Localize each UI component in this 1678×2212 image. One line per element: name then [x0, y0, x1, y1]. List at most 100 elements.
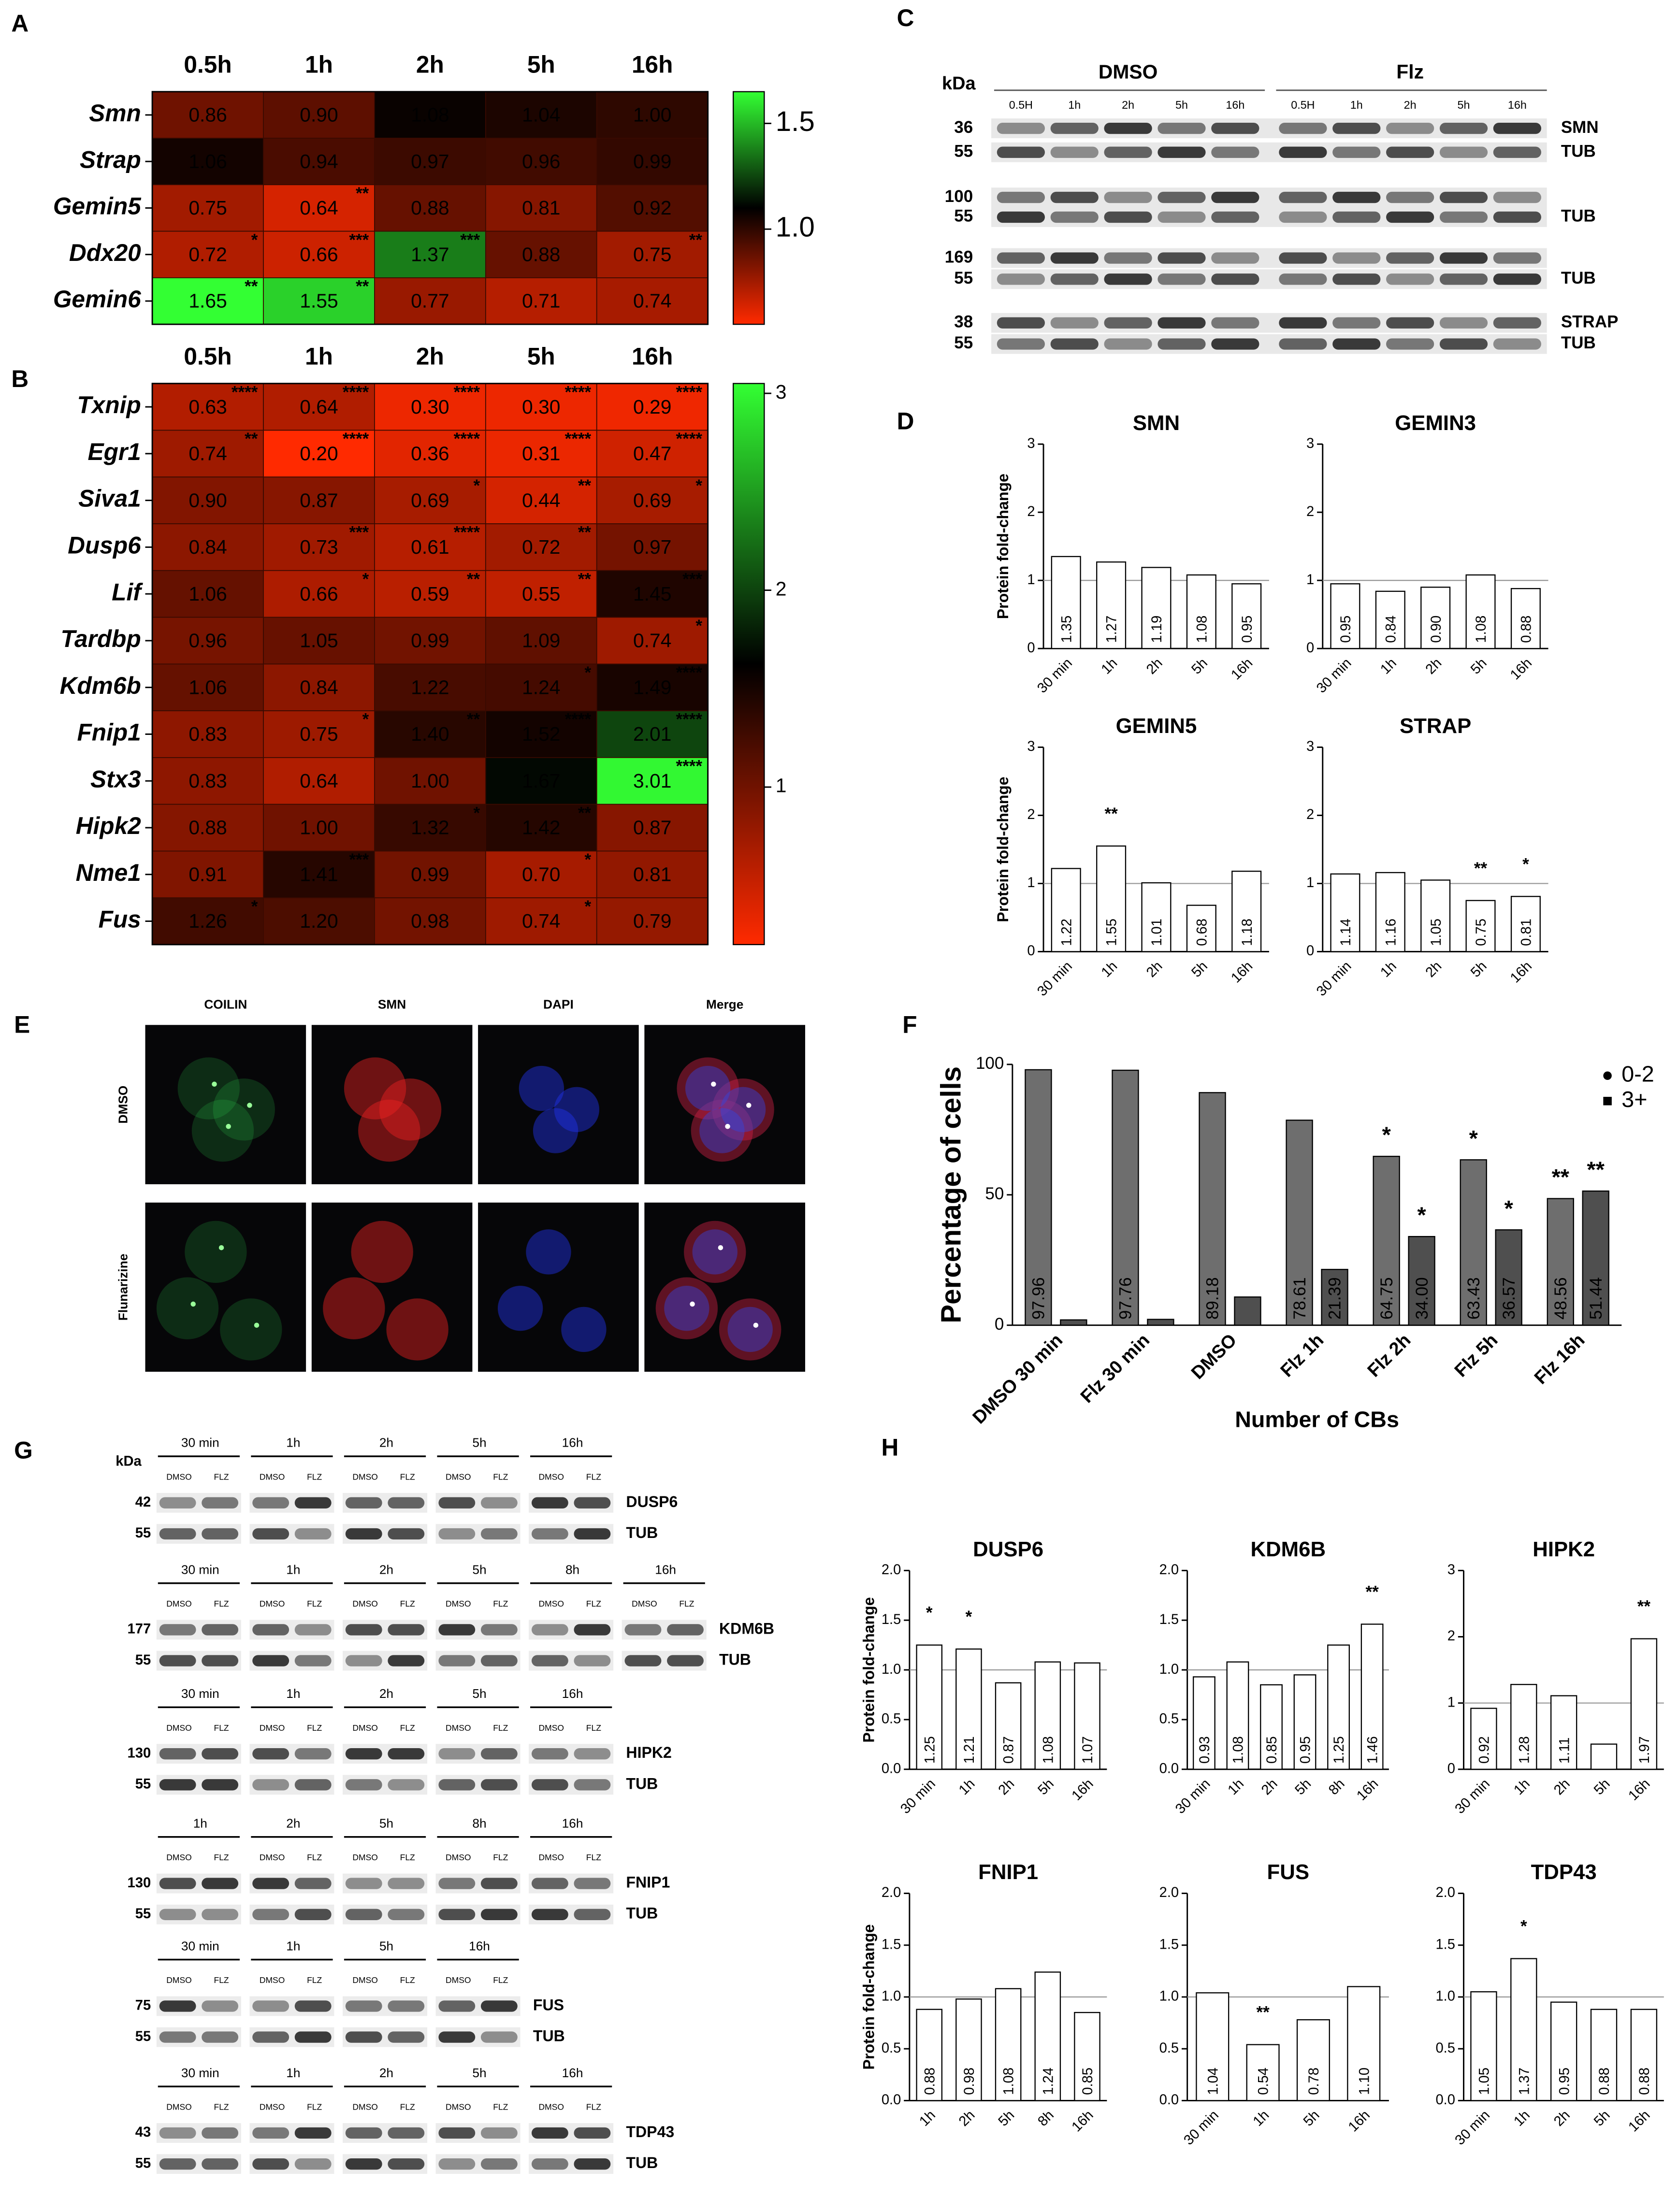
lane-label: FLZ [307, 1723, 322, 1733]
significance: **** [676, 757, 703, 776]
time-label: 30 min [181, 2066, 219, 2080]
cell-label: 0.81 [633, 863, 671, 885]
protein-label: TUB [1561, 142, 1596, 160]
micrograph [311, 1202, 473, 1372]
cell-label: 1.06 [188, 150, 227, 172]
bar [1582, 1190, 1609, 1326]
y-tick-label: 1.5 [1435, 1937, 1455, 1952]
time-label: 8h [565, 1562, 579, 1577]
heatmap-cell [263, 383, 375, 431]
cell-label: 0.64 [300, 197, 338, 219]
time-label: 2h [379, 1562, 393, 1577]
y-tick-label: 0.0 [1435, 2092, 1455, 2108]
cell-label: 0.30 [522, 396, 560, 418]
lane-label: 1h [1350, 99, 1363, 111]
blot-band [480, 1497, 518, 1508]
value-label: 1.37 [1517, 2068, 1532, 2095]
cell-label: 1.42 [522, 817, 560, 839]
blot-band [997, 211, 1045, 223]
significance: ** [1552, 1164, 1570, 1190]
bar [1330, 583, 1360, 649]
blot-band [252, 1779, 289, 1791]
y-tick-label: 0 [1306, 640, 1314, 656]
heatmap-cell [263, 710, 375, 758]
y-tick-label: 1 [1447, 1695, 1455, 1710]
lane-label: 0.5H [1291, 99, 1315, 111]
value-label: 1.08 [1474, 616, 1489, 643]
protein-label: TUB [626, 1524, 658, 1541]
blot-band [480, 2127, 518, 2139]
y-tick-label: 3 [1306, 739, 1314, 754]
significance: **** [454, 430, 480, 448]
cell-label: 0.92 [633, 197, 671, 219]
x-tick-label: 16h [1345, 2107, 1373, 2135]
cell-label: 0.69 [633, 489, 671, 511]
lane-label: 16h [1508, 99, 1527, 111]
x-tick-label: DMSO 30 min [969, 1330, 1067, 1428]
x-tick-label: 1h [1099, 655, 1121, 677]
value-label: 0.93 [1197, 1736, 1213, 1764]
lane-label: DMSO [352, 1472, 378, 1481]
blot-band [1493, 273, 1541, 285]
heatmap-cell [152, 757, 264, 805]
heatmap-cell [596, 663, 709, 711]
bar [1547, 1198, 1574, 1326]
lane-label: FLZ [586, 1472, 601, 1481]
y-tick-label: 2 [1447, 1628, 1455, 1644]
time-label: 1h [286, 1436, 300, 1450]
blot-band [345, 1624, 382, 1636]
cell-label: 1.49 [633, 676, 671, 698]
y-tick-label: 0.0 [1159, 1761, 1179, 1776]
blot-band [294, 1878, 332, 1889]
cajal-body [190, 1301, 196, 1307]
significance: * [1418, 1203, 1427, 1228]
heatmap-cell [596, 617, 709, 665]
bar [1460, 1159, 1487, 1326]
row-label: Kdm6b [60, 672, 141, 699]
significance: ** [1256, 2003, 1270, 2022]
significance: ** [1365, 1583, 1379, 1602]
blot-band [574, 1748, 611, 1760]
time-label: 1h [193, 1816, 207, 1830]
cell-signal [323, 1277, 385, 1339]
blot-band [345, 1748, 382, 1760]
colorbar [733, 383, 765, 946]
significance: * [362, 710, 369, 729]
value-label: 1.18 [1240, 919, 1255, 946]
cell-label: 0.70 [522, 863, 560, 885]
micrograph [145, 1025, 306, 1184]
significance: * [1520, 1917, 1527, 1936]
cell-label: 0.99 [633, 150, 671, 172]
blot-band [480, 1779, 518, 1791]
value-label: 1.08 [1001, 2068, 1017, 2095]
panel-label: E [14, 1011, 30, 1038]
bar [1330, 873, 1360, 952]
y-tick-label: 0 [1027, 943, 1035, 959]
x-tick-label: Flz 2h [1364, 1330, 1415, 1381]
blot-band [388, 1528, 425, 1540]
significance: **** [565, 383, 592, 402]
cell-signal [691, 1099, 753, 1162]
blot-band [997, 317, 1045, 329]
blot-band [294, 1528, 332, 1540]
cell-label: 1.08 [411, 104, 449, 126]
y-tick-label: 0 [1306, 943, 1314, 959]
blot-band [294, 2000, 332, 2012]
lane-label: FLZ [400, 2102, 415, 2112]
blot-band [997, 273, 1045, 285]
blot-band [159, 2158, 196, 2170]
bar [1296, 2019, 1330, 2101]
heatmap-cell [596, 230, 709, 278]
lane-label: FLZ [493, 1472, 508, 1481]
blot-band [1050, 252, 1099, 264]
heatmap-cell [485, 850, 597, 899]
significance: **** [454, 523, 480, 542]
value-label: 78.61 [1290, 1277, 1309, 1320]
x-tick-label: 5h [1188, 959, 1211, 981]
blot-band [997, 338, 1045, 350]
bar [1196, 1992, 1230, 2101]
significance: **** [676, 430, 703, 448]
value-label: 1.16 [1383, 919, 1399, 946]
heatmap-cell [485, 570, 597, 618]
value-label: 0.88 [922, 2068, 938, 2095]
